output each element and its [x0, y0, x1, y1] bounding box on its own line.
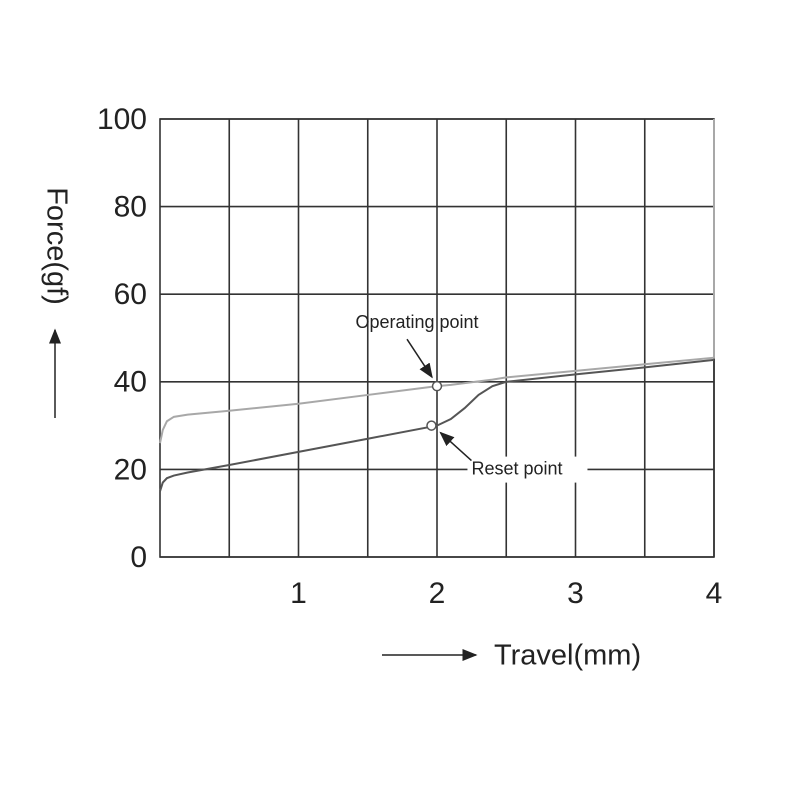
point-marker: [431, 380, 443, 392]
y-axis-label: Force(gf): [40, 187, 72, 305]
x-axis-label: Travel(mm): [494, 640, 641, 672]
curve: [159, 119, 715, 444]
y-tick-label: 100: [97, 103, 147, 136]
annotation-arrow: [439, 431, 472, 462]
y-tick-label: 40: [114, 366, 147, 399]
x-tick-label: 3: [567, 577, 584, 610]
point-marker: [426, 420, 437, 431]
x-tick-label: 1: [290, 577, 307, 610]
annotation: Reset point: [471, 458, 562, 478]
label-backdrop: [467, 456, 588, 483]
grid: [159, 118, 715, 558]
x-tick-label: 2: [429, 577, 446, 610]
curve: [159, 358, 715, 492]
curves: [159, 119, 715, 492]
annotation-arrow: [406, 338, 433, 379]
labels: 0 20 40 60 80 100 1 2 3 4 Operating point Reset poi…: [97, 103, 722, 610]
y-tick-label: 0: [130, 541, 147, 574]
y-tick-label: 20: [114, 453, 147, 486]
y-tick-label: 80: [114, 191, 147, 224]
x-tick-label: 4: [706, 577, 723, 610]
annotation: Operating point: [355, 312, 478, 332]
y-tick-label: 60: [114, 278, 147, 311]
